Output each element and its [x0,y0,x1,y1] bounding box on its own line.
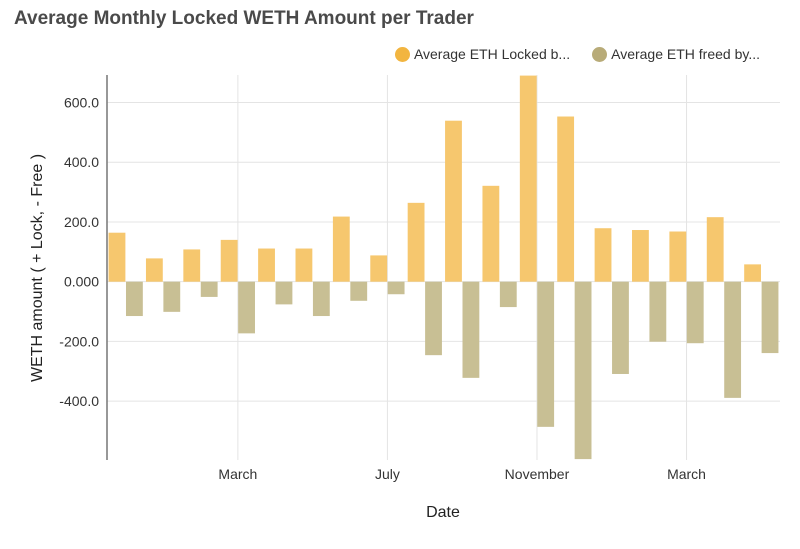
bar-freed [612,281,629,374]
x-tick-label: March [218,466,257,482]
bar-locked [370,255,388,282]
bar-freed [724,281,742,398]
y-tick-label: 0.000 [64,274,99,290]
bar-locked [632,230,649,282]
legend-label-locked: Average ETH Locked b... [413,46,571,62]
bar-locked [519,75,537,282]
bar-locked [669,231,687,282]
legend-item-locked[interactable]: Average ETH Locked b... [394,46,571,62]
bar-locked [183,249,201,282]
bar-freed [761,281,779,354]
bar-freed [387,281,405,295]
legend-dot-freed [592,46,608,62]
bar-locked [258,248,275,282]
bar-freed [125,281,143,317]
bar-freed [275,281,293,305]
bar-locked [482,185,500,282]
bar-freed [312,281,330,317]
legend-item-freed[interactable]: Average ETH freed by... [592,46,760,62]
y-tick-label: 200.0 [64,214,99,230]
x-tick-label: November [505,466,570,482]
y-tick-label: -400.0 [59,393,99,409]
y-axis-title: WETH amount ( + Lock, - Free ) [29,154,46,382]
legend-dot-locked [394,46,410,62]
y-tick-label: 400.0 [64,154,99,170]
y-tick-label: -200.0 [59,333,99,349]
bar-freed [163,281,181,312]
bar-freed [350,281,368,301]
legend-label-freed: Average ETH freed by... [611,46,760,62]
bar-freed [425,281,442,356]
y-tick-label: 600.0 [64,94,99,110]
chart-title: Average Monthly Locked WETH Amount per T… [14,8,474,29]
bar-locked [445,120,462,282]
x-axis-title: Date [426,504,460,521]
legend: Average ETH Locked b... Average ETH free… [394,46,760,62]
bar-locked [706,217,724,282]
bar-locked [557,116,575,282]
bar-locked [407,202,425,282]
bar-freed [649,281,667,342]
x-tick-label: March [667,466,706,482]
bar-locked [332,216,350,282]
x-tick-label: July [375,466,400,482]
bar-locked [220,239,238,282]
bar-freed [574,281,592,460]
bar-freed [686,281,704,344]
bar-locked [145,258,163,282]
bar-locked [744,264,762,282]
bar-locked [295,248,313,282]
bar-freed [200,281,218,297]
bar-freed [238,281,255,334]
bar-locked [594,228,612,282]
bar-locked [108,232,126,282]
bar-freed [499,281,517,308]
bar-freed [462,281,480,378]
bar-freed [537,281,555,427]
